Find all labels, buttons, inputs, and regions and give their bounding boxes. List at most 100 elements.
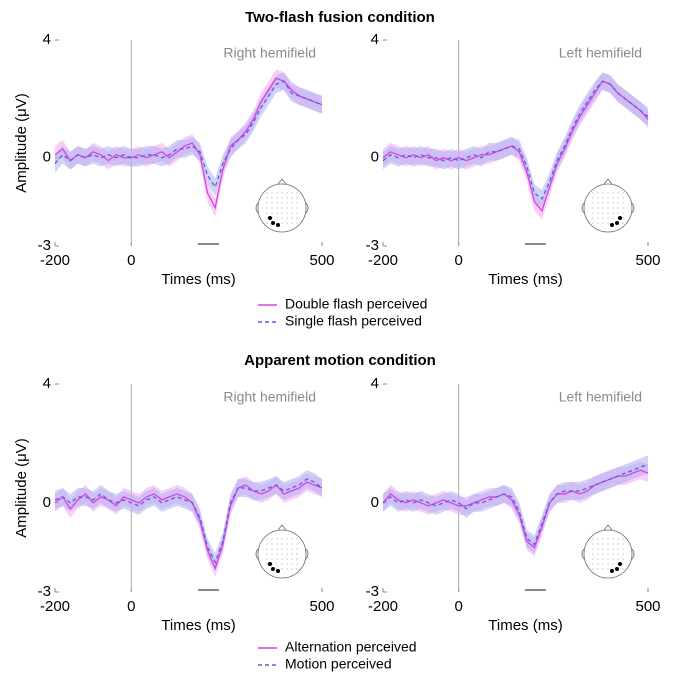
electrode [602, 553, 604, 555]
electrode [276, 548, 278, 550]
electrode [276, 202, 278, 204]
electrode [291, 192, 293, 194]
electrode [296, 548, 298, 550]
x-tick-label: 0 [455, 252, 463, 269]
error-band [55, 72, 322, 196]
electrode [597, 197, 599, 199]
x-axis-label: Times (ms) [488, 617, 562, 634]
y-tick-label: 0 [371, 149, 379, 166]
electrode [612, 558, 614, 560]
electrode [266, 543, 268, 545]
electrode [276, 207, 278, 209]
x-tick-label: -200 [40, 252, 70, 269]
y-tick-label: 4 [43, 31, 51, 48]
electrode [592, 558, 594, 560]
electrode [617, 558, 619, 560]
electrode [286, 217, 288, 219]
error-band [55, 470, 322, 572]
electrode [266, 212, 268, 214]
x-tick-label: -200 [40, 598, 70, 615]
electrode [617, 543, 619, 545]
electrode [291, 553, 293, 555]
electrode [271, 558, 273, 560]
panel-title: Left hemifield [559, 45, 642, 61]
error-band [383, 455, 648, 554]
electrode [622, 568, 624, 570]
electrode [602, 548, 604, 550]
x-tick-label: 0 [455, 598, 463, 615]
electrode [291, 222, 293, 224]
y-tick-label: 4 [371, 31, 379, 48]
electrode [271, 538, 273, 540]
electrode [286, 197, 288, 199]
electrode [286, 543, 288, 545]
electrode [597, 192, 599, 194]
electrode-selected [271, 221, 275, 225]
electrode [266, 192, 268, 194]
electrode-selected [618, 216, 622, 220]
y-tick-label: 4 [43, 375, 51, 392]
electrode [622, 207, 624, 209]
electrode [597, 202, 599, 204]
legend-label: Alternation perceived [285, 639, 417, 655]
electrode [597, 543, 599, 545]
y-tick-label: -3 [38, 237, 51, 254]
electrode [612, 563, 614, 565]
electrode [286, 553, 288, 555]
electrode [266, 202, 268, 204]
electrode [622, 553, 624, 555]
electrode [296, 197, 298, 199]
electrode [607, 197, 609, 199]
electrode [286, 222, 288, 224]
electrode [296, 558, 298, 560]
electrode [592, 563, 594, 565]
electrode-selected [615, 567, 619, 571]
electrode [286, 563, 288, 565]
x-axis-label: Times (ms) [161, 271, 235, 288]
electrode [296, 222, 298, 224]
electrode [592, 202, 594, 204]
electrode [276, 558, 278, 560]
y-tick-label: -3 [366, 237, 379, 254]
electrode-selected [618, 562, 622, 566]
electrode [281, 212, 283, 214]
electrode [291, 538, 293, 540]
electrode [296, 538, 298, 540]
electrode [291, 543, 293, 545]
electrode [602, 538, 604, 540]
electrode [612, 538, 614, 540]
x-tick-label: 500 [635, 252, 660, 269]
electrode [281, 558, 283, 560]
electrode [592, 207, 594, 209]
electrode [271, 207, 273, 209]
x-tick-label: 500 [309, 252, 334, 269]
electrode [281, 192, 283, 194]
electrode [607, 563, 609, 565]
electrode [266, 217, 268, 219]
x-tick-label: 0 [127, 598, 135, 615]
electrode [597, 212, 599, 214]
series-line [382, 463, 649, 546]
head-nose [277, 178, 287, 185]
electrode [612, 192, 614, 194]
electrode [592, 222, 594, 224]
electrode [622, 192, 624, 194]
electrode-selected [268, 562, 272, 566]
electrode [607, 538, 609, 540]
head-ear [581, 548, 635, 560]
electrode-selected [610, 223, 614, 227]
electrode [597, 207, 599, 209]
electrode [617, 548, 619, 550]
electrode [612, 217, 614, 219]
electrode [622, 197, 624, 199]
electrode-selected [615, 221, 619, 225]
electrode [597, 563, 599, 565]
electrode [607, 568, 609, 570]
electrode [281, 553, 283, 555]
electrode-selected [276, 569, 280, 573]
y-axis-label: Amplitude (μV) [13, 93, 30, 193]
electrode [281, 222, 283, 224]
electrode [597, 568, 599, 570]
y-tick-label: 4 [371, 375, 379, 392]
electrode [291, 558, 293, 560]
